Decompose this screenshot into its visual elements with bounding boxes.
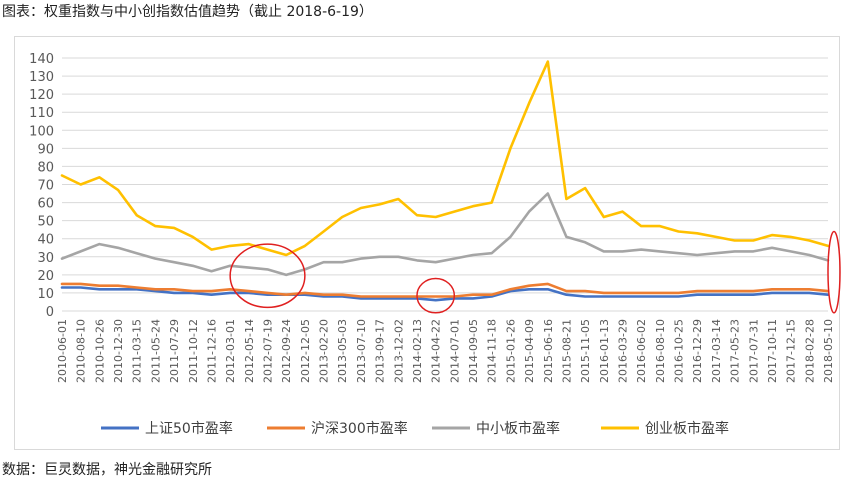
y-tick-label: 60	[37, 197, 54, 212]
y-tick-label: 100	[29, 124, 54, 139]
y-tick-label: 30	[37, 251, 54, 266]
legend-label: 中小板市盈率	[476, 420, 560, 437]
x-tick-label: 2011-12-16	[205, 319, 218, 383]
x-tick-label: 2016-08-10	[654, 319, 667, 383]
x-axis: 2010-06-01 2010-08-10 2010-10-26 2010-12-30…	[56, 319, 835, 383]
x-tick-label: 2011-03-15	[131, 319, 144, 383]
annotation-ellipse	[827, 230, 841, 314]
gridlines	[62, 57, 828, 312]
x-tick-label: 2015-11-05	[579, 319, 592, 383]
annotations	[229, 230, 841, 314]
x-tick-label: 2015-06-16	[542, 319, 555, 383]
chart-title: 图表：权重指数与中小创指数估值趋势（截止 2018-6-19）	[2, 4, 373, 20]
y-tick-label: 80	[37, 160, 54, 175]
x-tick-label: 2010-10-26	[93, 319, 106, 383]
y-tick-label: 40	[37, 233, 54, 248]
series-line	[60, 286, 830, 302]
x-tick-label: 2016-06-02	[635, 319, 648, 383]
x-tick-label: 2013-09-17	[374, 319, 387, 383]
x-tick-label: 2013-12-02	[392, 319, 405, 383]
y-tick-label: 50	[37, 215, 54, 230]
x-tick-label: 2014-02-13	[411, 319, 424, 383]
y-tick-label: 130	[29, 70, 54, 85]
x-tick-label: 2017-03-14	[710, 319, 723, 383]
series-line	[60, 282, 830, 298]
x-tick-label: 2012-09-24	[280, 319, 293, 383]
x-tick-label: 2012-05-14	[243, 319, 256, 383]
y-tick-label: 10	[37, 287, 54, 302]
x-tick-label: 2016-01-13	[598, 319, 611, 383]
x-tick-label: 2017-10-11	[766, 319, 779, 383]
legend-label: 创业板市盈率	[645, 420, 729, 437]
x-tick-label: 2016-12-29	[691, 319, 704, 383]
x-tick-label: 2011-07-29	[168, 319, 181, 383]
annotation-ellipse	[416, 277, 456, 314]
x-tick-label: 2016-03-29	[616, 319, 629, 383]
x-tick-label: 2015-04-09	[523, 319, 536, 383]
y-tick-label: 0	[46, 305, 54, 320]
x-tick-label: 2012-03-01	[224, 319, 237, 383]
x-tick-label: 2012-12-05	[299, 319, 312, 383]
x-tick-label: 2015-01-26	[504, 319, 517, 383]
x-tick-label: 2010-08-10	[75, 319, 88, 383]
x-tick-label: 2017-12-15	[785, 319, 798, 383]
x-tick-label: 2016-10-25	[673, 319, 686, 383]
x-tick-label: 2013-05-03	[336, 319, 349, 383]
x-tick-label: 2017-05-23	[729, 319, 742, 383]
legend-label: 沪深300市盈率	[311, 420, 408, 437]
legend-label: 上证50市盈率	[145, 420, 233, 437]
x-tick-label: 2018-02-28	[803, 319, 816, 383]
series-line	[60, 60, 830, 257]
x-tick-label: 2014-11-18	[486, 319, 499, 383]
x-tick-label: 2017-07-31	[747, 319, 760, 383]
y-tick-label: 120	[29, 88, 54, 103]
y-tick-label: 140	[29, 52, 54, 67]
legend: 上证50市盈率 沪深300市盈率 中小板市盈率 创业板市盈率	[101, 420, 729, 437]
x-tick-label: 2012-07-19	[262, 319, 275, 383]
x-tick-label: 2013-02-20	[318, 319, 331, 383]
x-tick-label: 2014-04-22	[430, 319, 443, 383]
x-tick-label: 2010-12-30	[112, 319, 125, 383]
data-source: 数据：巨灵数据，神光金融研究所	[2, 462, 212, 478]
x-tick-label: 2014-07-01	[448, 319, 461, 383]
x-tick-label: 2013-07-10	[355, 319, 368, 383]
x-tick-label: 2011-05-24	[149, 319, 162, 383]
annotation-ellipse	[229, 243, 306, 309]
x-tick-label: 2011-10-12	[187, 319, 200, 383]
y-tick-label: 110	[29, 106, 54, 121]
x-tick-label: 2010-06-01	[56, 319, 69, 383]
x-tick-label: 2015-08-21	[560, 319, 573, 383]
chart-frame	[14, 36, 840, 450]
y-axis: 0 10 20 30 40 50 60 70 80 90 100 110 120 130 140	[29, 52, 54, 320]
x-tick-label: 2018-05-10	[822, 319, 835, 383]
y-tick-label: 20	[37, 269, 54, 284]
series-lines	[60, 60, 830, 302]
series-line	[60, 192, 830, 277]
y-tick-label: 90	[37, 142, 54, 157]
y-tick-label: 70	[37, 179, 54, 194]
x-tick-label: 2014-09-05	[467, 319, 480, 383]
